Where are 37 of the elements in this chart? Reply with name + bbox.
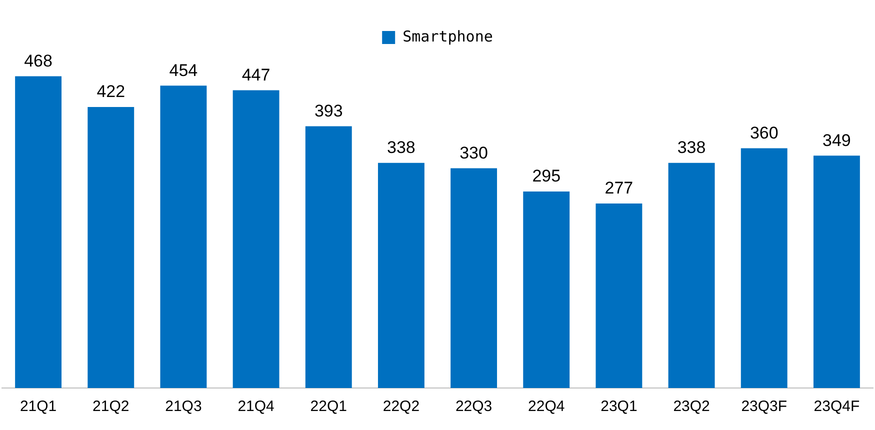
data-label: 338 xyxy=(387,138,416,158)
x-tick-label: 22Q4 xyxy=(528,398,565,416)
x-tick-label: 23Q2 xyxy=(673,398,710,416)
bar xyxy=(88,106,134,388)
data-label: 468 xyxy=(24,52,52,70)
x-tick-label: 23Q1 xyxy=(600,398,638,416)
x-tick-label: 21Q4 xyxy=(238,398,274,416)
data-label: 422 xyxy=(96,82,126,102)
bar xyxy=(523,192,570,388)
data-label: 349 xyxy=(822,130,851,150)
x-tick-label: 23Q3F xyxy=(741,398,788,416)
data-label: 295 xyxy=(532,166,561,186)
x-tick-label: 22Q2 xyxy=(382,398,420,416)
x-tick-label: 22Q3 xyxy=(455,398,492,416)
data-label: 277 xyxy=(604,178,634,198)
bar xyxy=(596,204,642,388)
bar xyxy=(232,90,280,388)
x-tick-label: 21Q3 xyxy=(165,398,202,416)
x-tick-label: 21Q1 xyxy=(20,398,57,416)
x-tick-label: 23Q4F xyxy=(814,398,860,416)
bar xyxy=(378,162,424,388)
data-label: 454 xyxy=(169,60,198,80)
bar xyxy=(450,168,498,388)
bar xyxy=(305,126,352,388)
data-label: 330 xyxy=(460,143,488,162)
x-tick-label: 21Q2 xyxy=(92,398,130,416)
data-label: 360 xyxy=(750,123,778,142)
x-tick-label: 22Q1 xyxy=(310,398,347,416)
data-label: 447 xyxy=(242,65,270,84)
bar xyxy=(813,156,860,388)
bar xyxy=(160,86,207,388)
data-label: 338 xyxy=(677,138,706,158)
bar xyxy=(15,76,62,388)
bar xyxy=(740,148,788,388)
data-label: 393 xyxy=(314,101,343,120)
legend-label: Smartphone xyxy=(402,27,493,46)
bar xyxy=(668,162,715,388)
